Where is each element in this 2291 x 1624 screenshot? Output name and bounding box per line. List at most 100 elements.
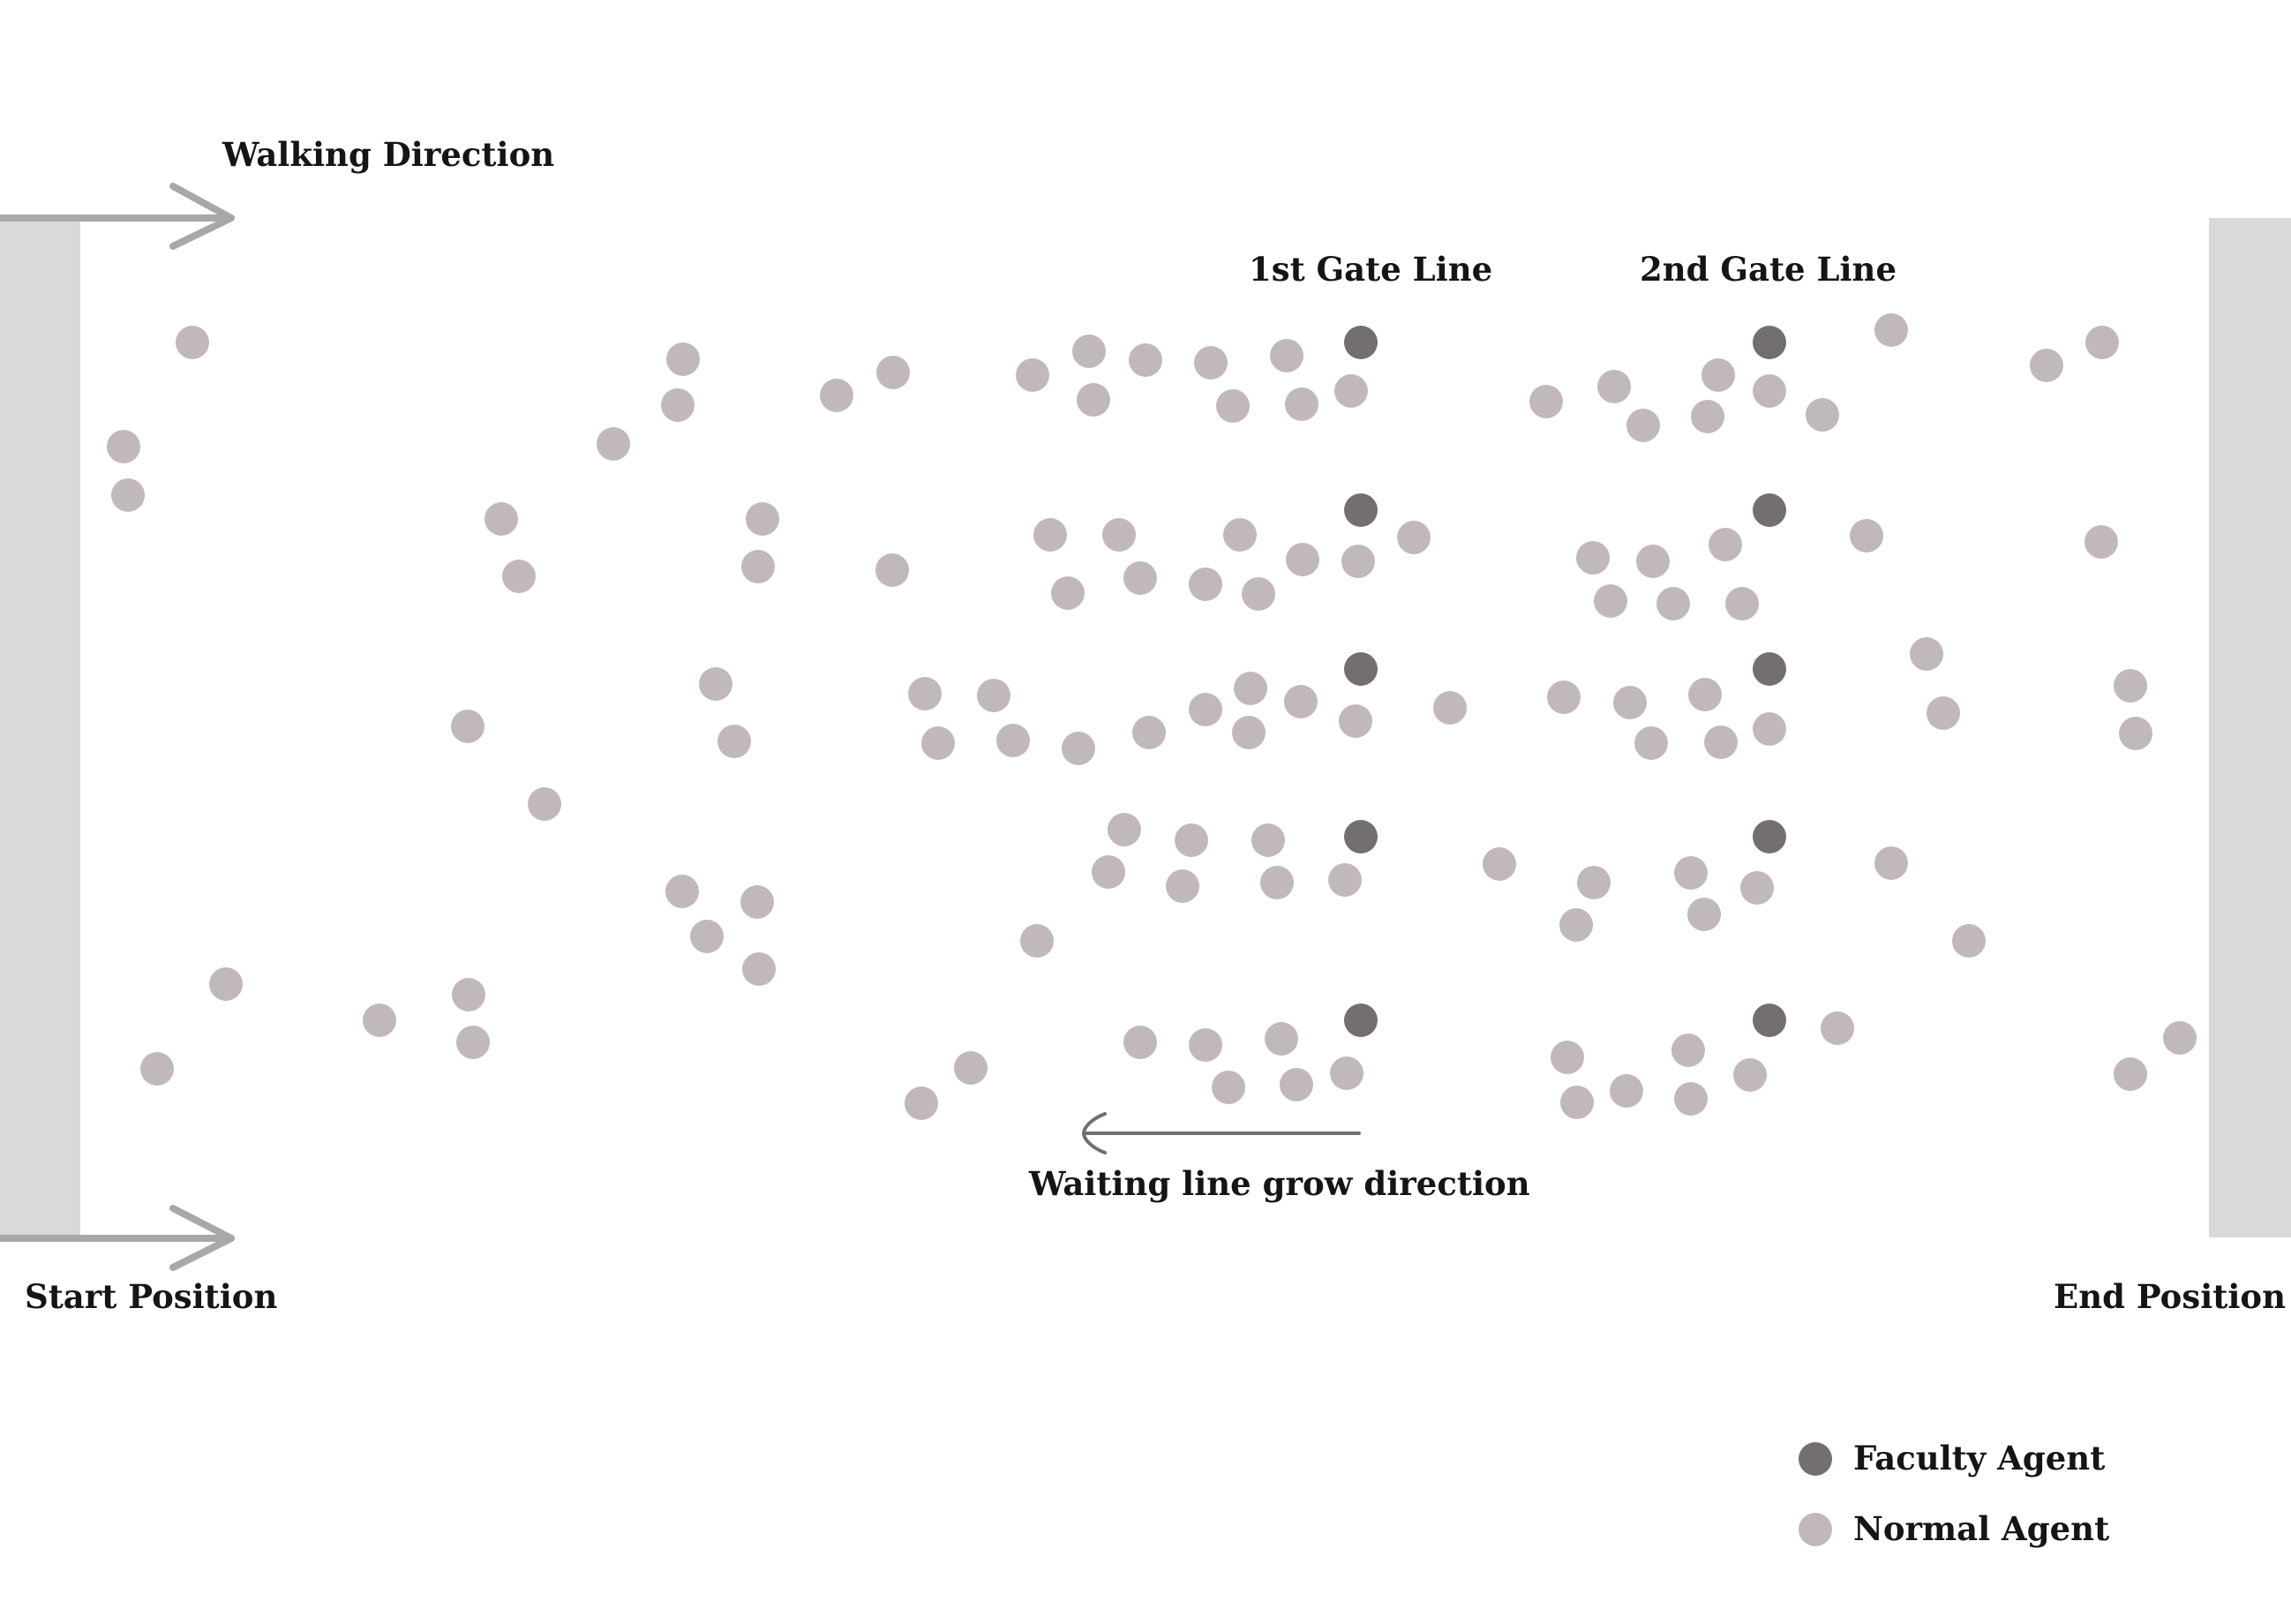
normal-agent-dot [1433, 691, 1467, 725]
normal-agent-dot [1740, 871, 1774, 905]
faculty-agent-dot [1753, 493, 1786, 527]
normal-agent-dot [875, 553, 909, 587]
normal-agent-dot [1341, 545, 1375, 578]
normal-agent-dot [1753, 712, 1786, 746]
normal-agent-dot [1725, 587, 1759, 620]
normal-agent-dot [1175, 823, 1208, 857]
walking-direction-arrow [0, 183, 235, 250]
normal-agent-dot [107, 430, 140, 463]
waiting-line-arrow [1082, 1112, 1361, 1154]
faculty-agent-dot [1344, 1004, 1378, 1037]
normal-agent-dot [977, 679, 1010, 712]
normal-agent-dot [1285, 387, 1318, 421]
normal-agent-dot [996, 724, 1030, 757]
normal-agent-dot [1129, 343, 1162, 377]
normal-agent-dot [1559, 908, 1593, 942]
faculty-agent-dot [1344, 326, 1378, 359]
normal-agent-dot [1634, 726, 1668, 760]
normal-agent-dot [1701, 358, 1735, 392]
normal-agent-dot [1529, 385, 1563, 418]
faculty-agent-dot [1753, 1004, 1786, 1037]
faculty-agent-dot [1753, 652, 1786, 686]
normal-agent-dot [111, 478, 145, 512]
normal-agent-dot [1092, 855, 1125, 889]
normal-agent-dot [1674, 1082, 1708, 1116]
normal-agent-dot [905, 1086, 938, 1120]
normal-agent-dot [1613, 686, 1647, 719]
normal-agent-dot [876, 356, 910, 389]
normal-agent-dot [1691, 400, 1724, 433]
normal-agent-dot [1212, 1071, 1245, 1104]
normal-agent-dot [209, 967, 243, 1001]
normal-agent-dot [1108, 813, 1141, 846]
normal-agent-dot [2084, 525, 2118, 559]
normal-agent-dot [1072, 335, 1106, 368]
normal-agent-dot [1952, 924, 1986, 958]
legend-faculty-label: Faculty Agent [1853, 1439, 2105, 1477]
normal-agent-dot [1636, 545, 1670, 578]
normal-agent-dot [1547, 680, 1581, 714]
normal-agent-dot [2163, 1021, 2197, 1055]
normal-agent-dot [2114, 669, 2147, 703]
normal-agent-dot [1850, 519, 1883, 553]
normal-agent-dot [1626, 409, 1660, 442]
normal-agent-dot [1286, 543, 1319, 576]
normal-agent-dot [451, 710, 484, 743]
normal-agent-dot [742, 952, 776, 986]
normal-agent-dot [661, 388, 695, 422]
faculty-agent-dot [1753, 820, 1786, 853]
faculty-agent-dot [1753, 326, 1786, 359]
start-wall [0, 218, 80, 1237]
normal-agent-dot [665, 875, 699, 908]
normal-agent-dot [1821, 1011, 1854, 1045]
normal-agent-dot [1330, 1056, 1363, 1090]
normal-agent-dot [2085, 326, 2119, 359]
normal-agent-dot [1656, 587, 1690, 620]
normal-agent-dot [1260, 866, 1294, 899]
normal-agent-dot [1927, 696, 1960, 730]
normal-agent-dot [363, 1004, 396, 1037]
normal-agent-dot [666, 342, 700, 376]
normal-agent-dot [1753, 374, 1786, 408]
normal-agent-dot [1216, 389, 1250, 423]
faculty-agent-dot [1344, 820, 1378, 853]
gate-line-2-label: 2nd Gate Line [1640, 250, 1897, 289]
start-position-label: Start Position [25, 1277, 277, 1316]
normal-agent-dot [1551, 1041, 1584, 1074]
normal-agent-dot [1251, 823, 1285, 857]
normal-agent-dot [456, 1026, 490, 1059]
normal-agent-dot [820, 379, 853, 412]
normal-agent-dot [2030, 349, 2063, 382]
legend-normal-swatch [1799, 1513, 1832, 1546]
normal-agent-dot [1051, 576, 1085, 610]
faculty-agent-dot [1344, 652, 1378, 686]
normal-agent-dot [1234, 672, 1267, 705]
normal-agent-dot [1709, 528, 1742, 561]
normal-agent-dot [176, 326, 209, 359]
normal-agent-dot [528, 787, 561, 821]
normal-agent-dot [1189, 568, 1222, 601]
normal-agent-dot [1483, 847, 1516, 881]
normal-agent-dot [1328, 863, 1362, 897]
normal-agent-dot [1242, 577, 1275, 611]
normal-agent-dot [1223, 518, 1257, 552]
normal-agent-dot [1232, 716, 1266, 749]
normal-agent-dot [597, 427, 630, 461]
normal-agent-dot [1265, 1022, 1298, 1056]
legend: Faculty Agent Normal Agent [1799, 1439, 2109, 1548]
normal-agent-dot [1874, 313, 1908, 347]
normal-agent-dot [1674, 856, 1708, 890]
normal-agent-dot [740, 885, 774, 919]
normal-agent-dot [452, 978, 485, 1011]
normal-agent-dot [954, 1051, 988, 1085]
normal-agent-dot [921, 726, 955, 760]
normal-agent-dot [1020, 924, 1054, 958]
legend-faculty-swatch [1799, 1442, 1832, 1476]
normal-agent-dot [484, 502, 518, 536]
normal-agent-dot [1033, 518, 1067, 552]
gate-line-1-label: 1st Gate Line [1249, 250, 1492, 289]
normal-agent-dot [746, 502, 779, 536]
normal-agent-dot [1062, 732, 1095, 765]
normal-agent-dot [1284, 685, 1318, 718]
